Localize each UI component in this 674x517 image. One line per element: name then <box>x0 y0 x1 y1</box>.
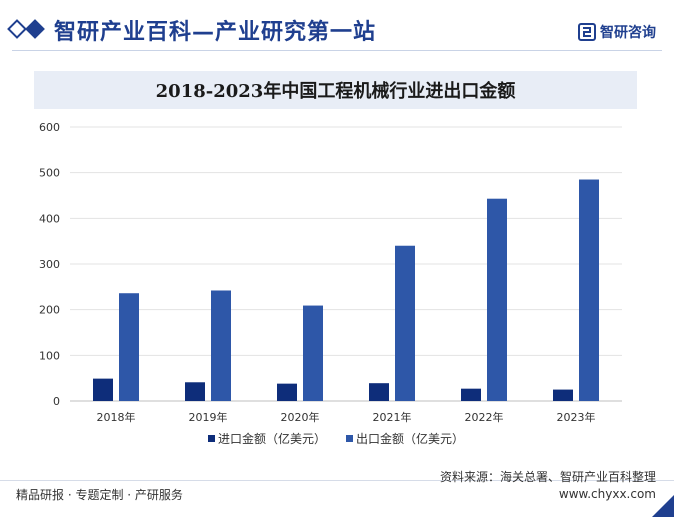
y-tick-label: 100 <box>39 349 60 362</box>
x-tick-label: 2018年 <box>97 410 136 424</box>
import-bar <box>93 378 113 401</box>
source-text: 资料来源：海关总署、智研产业百科整理 <box>439 470 656 484</box>
x-tick-label: 2019年 <box>189 410 228 424</box>
y-tick-label: 0 <box>53 395 60 408</box>
export-bar <box>119 293 139 401</box>
brand-logo[interactable]: 智研咨询 <box>578 22 656 42</box>
export-bar <box>211 290 231 401</box>
footer-source: 资料来源：海关总署、智研产业百科整理 www.chyxx.com <box>440 469 656 503</box>
brand-name: 智研咨询 <box>600 25 656 41</box>
y-tick-label: 600 <box>39 121 60 134</box>
import-bar <box>461 388 481 401</box>
import-bar <box>185 382 205 401</box>
y-tick-label: 200 <box>39 304 60 317</box>
page-header: 智研产业百科—产业研究第一站 智研咨询 <box>0 0 674 62</box>
y-tick-label: 300 <box>39 258 60 271</box>
legend-label: 进口金额（亿美元） <box>218 431 326 446</box>
header-divider <box>12 50 662 51</box>
export-bar <box>395 245 415 401</box>
export-bar <box>487 198 507 401</box>
brand-logo-icon <box>578 23 596 41</box>
footer-divider <box>0 480 674 481</box>
import-bar <box>553 389 573 401</box>
import-bar <box>369 383 389 401</box>
x-tick-label: 2022年 <box>465 410 504 424</box>
y-tick-label: 500 <box>39 167 60 180</box>
site-url[interactable]: www.chyxx.com <box>558 487 656 501</box>
chart-title-band: 2018-2023年中国工程机械行业进出口金额 <box>34 71 637 109</box>
legend-label: 出口金额（亿美元） <box>356 431 464 446</box>
legend-swatch-export <box>346 435 353 442</box>
legend-swatch-import <box>208 435 215 442</box>
x-tick-label: 2020年 <box>281 410 320 424</box>
footer-services: 精品研报 · 专题定制 · 产研服务 <box>16 488 183 502</box>
export-bar <box>579 179 599 401</box>
x-tick-label: 2021年 <box>373 410 412 424</box>
x-tick-label: 2023年 <box>557 410 596 424</box>
import-bar <box>277 383 297 401</box>
chart-title: 2018-2023年中国工程机械行业进出口金额 <box>155 81 516 102</box>
y-tick-label: 400 <box>39 212 60 225</box>
site-title: 智研产业百科—产业研究第一站 <box>54 20 377 45</box>
corner-accent <box>652 495 674 517</box>
export-bar <box>303 305 323 401</box>
